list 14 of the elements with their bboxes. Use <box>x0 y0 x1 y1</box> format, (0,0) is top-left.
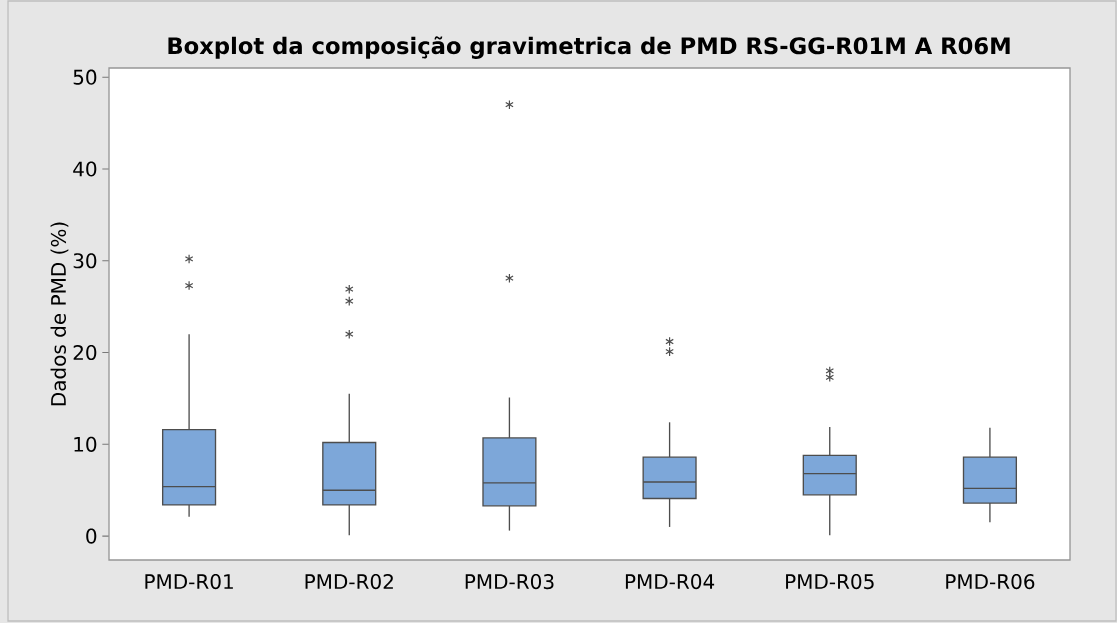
x-tick-label: PMD-R02 <box>305 574 393 590</box>
x-tick-label: PMD-R01 <box>145 574 233 590</box>
y-tick-label: 10 <box>74 436 97 452</box>
chart-title: Boxplot da composição gravimetrica de PMD RS-GG-R01M A R06M <box>168 36 1010 59</box>
y-tick-label: 0 <box>86 528 97 544</box>
y-tick-label: 50 <box>73 69 97 85</box>
x-tick-label: PMD-R04 <box>625 574 715 590</box>
y-tick-label: 20 <box>73 344 97 361</box>
x-tick-label: PMD-R03 <box>465 574 554 590</box>
x-tick-label: PMD-R06 <box>946 574 1035 590</box>
x-tick-label: PMD-R05 <box>786 574 874 590</box>
y-tick-label: 30 <box>73 253 97 269</box>
y-axis-title: Dados de PMD (%) <box>50 222 69 406</box>
y-tick-label: 40 <box>73 161 97 177</box>
